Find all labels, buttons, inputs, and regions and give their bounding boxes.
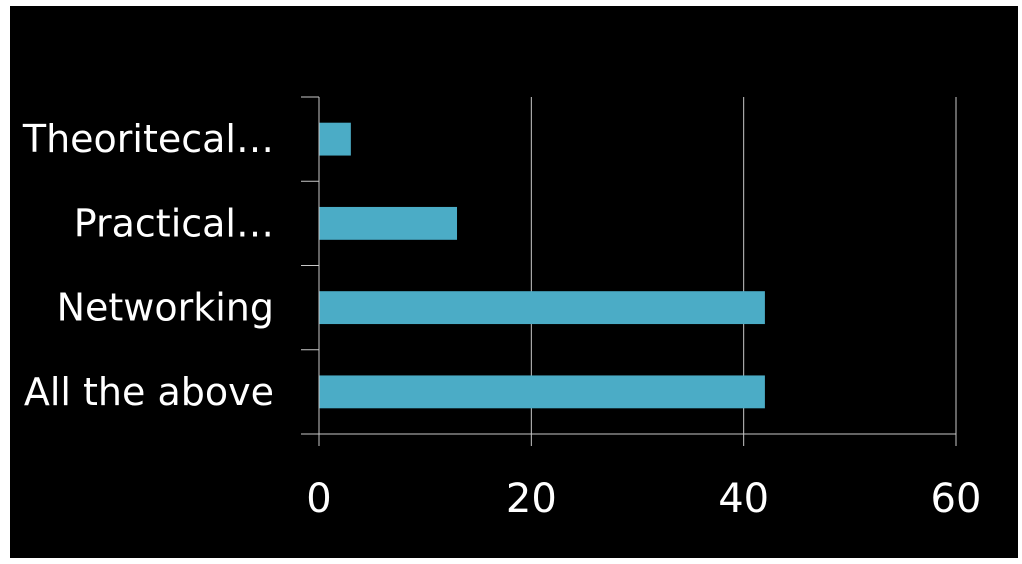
bar-theoritecal [319, 122, 351, 156]
category-label-2: Networking [57, 286, 274, 330]
bars [319, 122, 765, 409]
axes [301, 96, 957, 446]
x-tick-label-60: 60 [931, 476, 982, 522]
chart-background [10, 6, 1018, 558]
x-tick-label-0: 0 [306, 476, 331, 522]
bar-practical [319, 206, 458, 240]
bar-all-the-above [319, 375, 765, 409]
x-tick-label-20: 20 [506, 476, 557, 522]
x-tick-label-40: 40 [718, 476, 769, 522]
category-label-1: Practical… [74, 201, 274, 245]
category-label-3: All the above [24, 370, 274, 414]
category-label-0: Theoritecal… [22, 117, 274, 161]
bar-networking [319, 291, 765, 325]
labels: 0 20 40 60 Theoritecal… Practical… Networking A… [22, 117, 982, 522]
